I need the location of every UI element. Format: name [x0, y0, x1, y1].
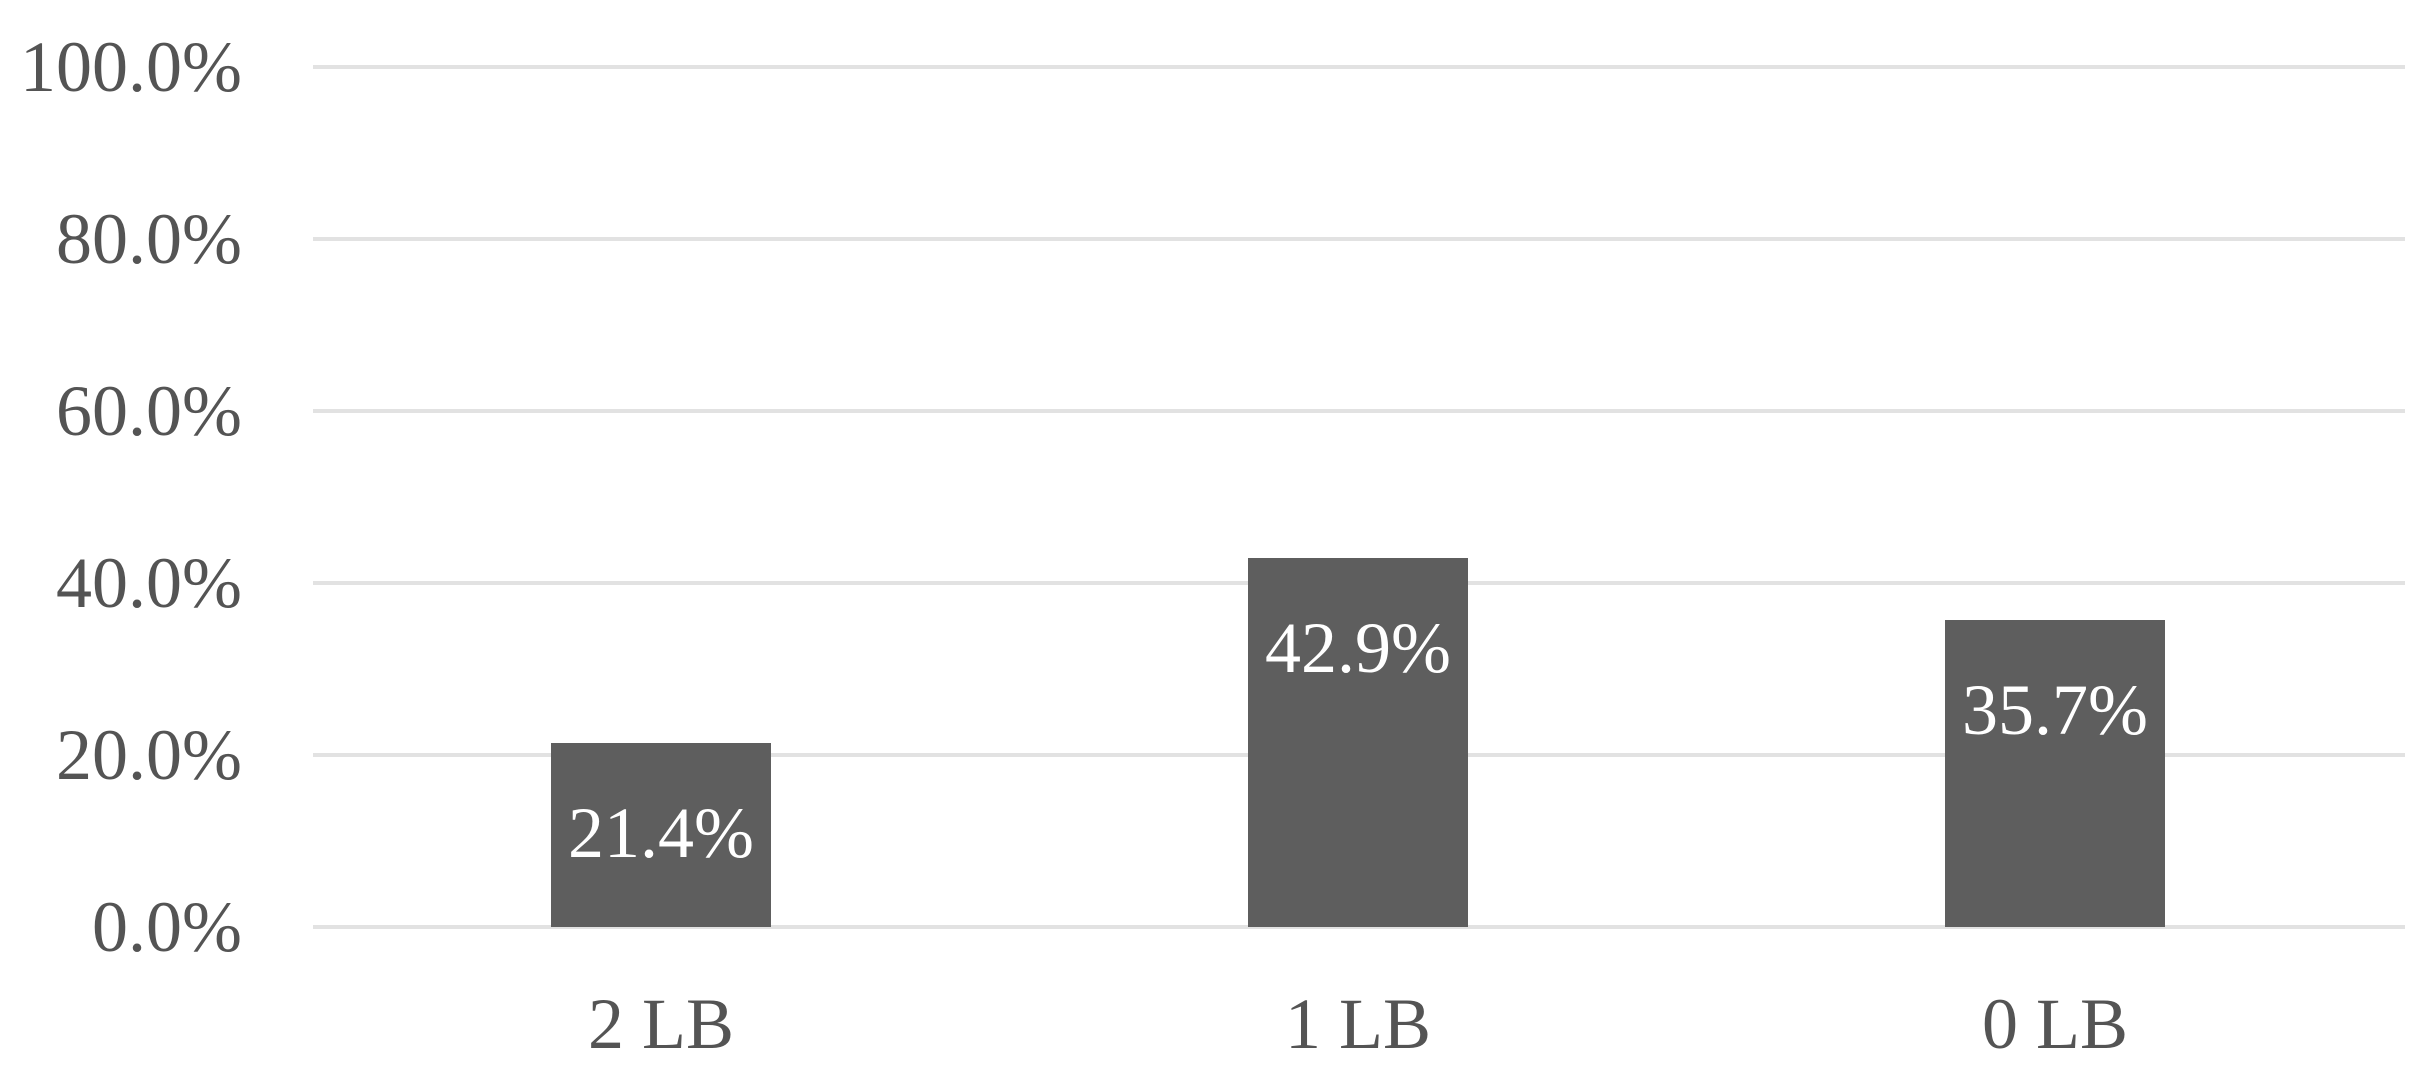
plot-area: 21.4% 42.9% 35.7%: [313, 65, 2405, 929]
bar: 42.9%: [1248, 558, 1468, 927]
y-axis-tick-label: 20.0%: [56, 715, 242, 795]
y-axis-tick-label: 0.0%: [92, 887, 242, 967]
y-axis-tick-label: 80.0%: [56, 199, 242, 279]
bar: 21.4%: [551, 743, 771, 927]
x-axis-category-label: 2 LB: [587, 984, 734, 1064]
x-axis-category-label: 1 LB: [1284, 984, 1431, 1064]
gridline: [313, 409, 2405, 413]
gridline: [313, 925, 2405, 929]
y-axis-tick-label: 60.0%: [56, 371, 242, 451]
bar-value-label: 42.9%: [1265, 608, 1451, 688]
y-axis-tick-label: 40.0%: [56, 543, 242, 623]
bar-value-label: 35.7%: [1962, 670, 2148, 750]
bar-value-label: 21.4%: [568, 793, 754, 873]
bar: 35.7%: [1945, 620, 2165, 927]
gridline: [313, 237, 2405, 241]
x-axis-category-label: 0 LB: [1981, 984, 2128, 1064]
y-axis-tick-label: 100.0%: [20, 27, 242, 107]
gridline: [313, 65, 2405, 69]
